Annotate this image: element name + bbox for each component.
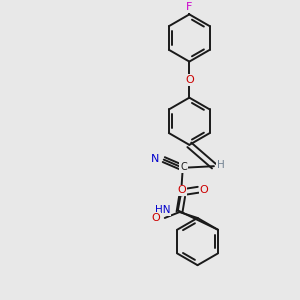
Text: F: F <box>186 2 193 12</box>
Text: HN: HN <box>155 206 171 215</box>
Text: C: C <box>180 162 187 172</box>
Text: O: O <box>200 185 208 195</box>
Text: H: H <box>217 160 225 170</box>
Text: N: N <box>151 154 159 164</box>
Text: O: O <box>152 213 160 223</box>
Text: O: O <box>178 185 187 195</box>
Text: O: O <box>185 75 194 85</box>
